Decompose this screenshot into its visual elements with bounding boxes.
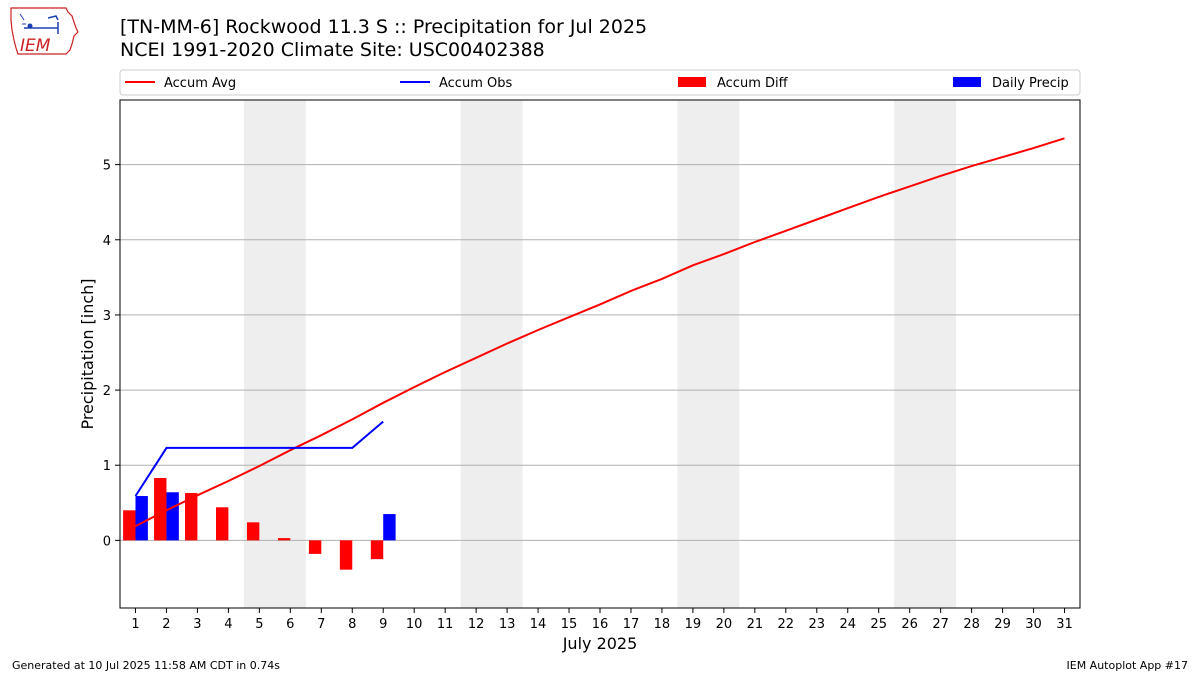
- x-tick-label: 9: [379, 617, 387, 632]
- x-tick-label: 4: [224, 617, 232, 632]
- accum-diff-bar: [123, 510, 136, 541]
- y-tick-label: 2: [103, 384, 111, 399]
- x-tick-label: 22: [778, 617, 795, 632]
- chart-title: [TN-MM-6] Rockwood 11.3 S :: Precipitati…: [120, 16, 648, 38]
- line-series: [134, 137, 1065, 527]
- y-tick-label: 1: [103, 459, 111, 474]
- x-tick-label: 12: [468, 617, 485, 632]
- x-tick-label: 8: [348, 617, 356, 632]
- x-tick-label: 13: [499, 617, 516, 632]
- x-tick-label: 19: [685, 617, 702, 632]
- x-tick-label: 24: [839, 617, 856, 632]
- legend-accum-obs-label: Accum Obs: [439, 76, 512, 91]
- x-tick-label: 30: [1025, 617, 1042, 632]
- x-tick-label: 28: [963, 617, 980, 632]
- x-tick-label: 21: [747, 617, 764, 632]
- x-tick-label: 14: [530, 617, 547, 632]
- accum-diff-bar: [185, 493, 198, 541]
- legend-accum-diff-label: Accum Diff: [717, 76, 789, 91]
- accum-diff-bar: [277, 538, 291, 541]
- x-tick-label: 27: [932, 617, 949, 632]
- legend-accum-avg-label: Accum Avg: [164, 76, 236, 91]
- x-tick-label: 18: [654, 617, 671, 632]
- y-axis-ticks: 0 1 2 3 4 5: [103, 159, 120, 549]
- x-axis-label: July 2025: [562, 634, 638, 653]
- bar-series: [123, 477, 396, 570]
- x-tick-label: 31: [1056, 617, 1073, 632]
- y-axis-label: Precipitation [inch]: [78, 278, 97, 429]
- x-tick-label: 17: [623, 617, 640, 632]
- legend-daily-precip-swatch: [953, 77, 981, 87]
- accum-diff-bar: [308, 540, 322, 554]
- x-tick-label: 23: [809, 617, 826, 632]
- x-tick-label: 29: [994, 617, 1011, 632]
- accum-diff-bar: [216, 507, 229, 541]
- accum-avg-line: [135, 137, 1065, 527]
- weekend-band: [894, 100, 957, 608]
- x-tick-label: 6: [286, 617, 294, 632]
- x-tick-label: 25: [870, 617, 887, 632]
- y-tick-label: 5: [103, 159, 111, 174]
- accum-diff-bar: [339, 540, 353, 570]
- daily-precip-bar: [166, 492, 179, 541]
- x-tick-label: 5: [255, 617, 263, 632]
- logo-text: IEM: [20, 36, 51, 56]
- weekend-band: [460, 100, 523, 608]
- y-tick-label: 3: [103, 309, 111, 324]
- x-tick-label: 7: [317, 617, 325, 632]
- x-tick-label: 16: [592, 617, 609, 632]
- daily-precip-bar: [383, 514, 396, 541]
- chart-subtitle: NCEI 1991-2020 Climate Site: USC00402388: [120, 39, 545, 61]
- y-tick-label: 4: [103, 234, 111, 249]
- iem-logo: IEM: [8, 6, 80, 58]
- weekend-band: [677, 100, 740, 608]
- legend-daily-precip-label: Daily Precip: [992, 76, 1069, 91]
- x-axis-ticks: 1 2 3 4 5 6 7 8 9 10 11 12 13 14 15 16 17 18 19 20 21 22 23 24 2…: [131, 608, 1073, 632]
- x-tick-label: 11: [437, 617, 454, 632]
- x-tick-label: 20: [716, 617, 733, 632]
- x-tick-label: 26: [901, 617, 918, 632]
- accum-diff-bar: [246, 522, 260, 541]
- accum-diff-bar: [370, 540, 384, 560]
- x-tick-label: 15: [561, 617, 578, 632]
- x-tick-label: 3: [193, 617, 201, 632]
- legend: Accum Avg Accum Obs Accum Diff Daily Precip: [119, 69, 1081, 96]
- footer-app: IEM Autoplot App #17: [1066, 659, 1189, 672]
- legend-accum-diff-swatch: [678, 77, 706, 87]
- x-tick-label: 1: [131, 617, 139, 632]
- x-tick-label: 10: [406, 617, 423, 632]
- accum-obs-line: [134, 420, 384, 497]
- weekend-bands: [243, 100, 957, 608]
- accum-diff-bar: [154, 477, 167, 541]
- y-tick-label: 0: [103, 534, 111, 549]
- x-tick-label: 2: [162, 617, 170, 632]
- daily-precip-bar: [135, 496, 148, 541]
- footer-generated: Generated at 10 Jul 2025 11:58 AM CDT in…: [12, 659, 280, 672]
- legend-box: [119, 69, 1081, 96]
